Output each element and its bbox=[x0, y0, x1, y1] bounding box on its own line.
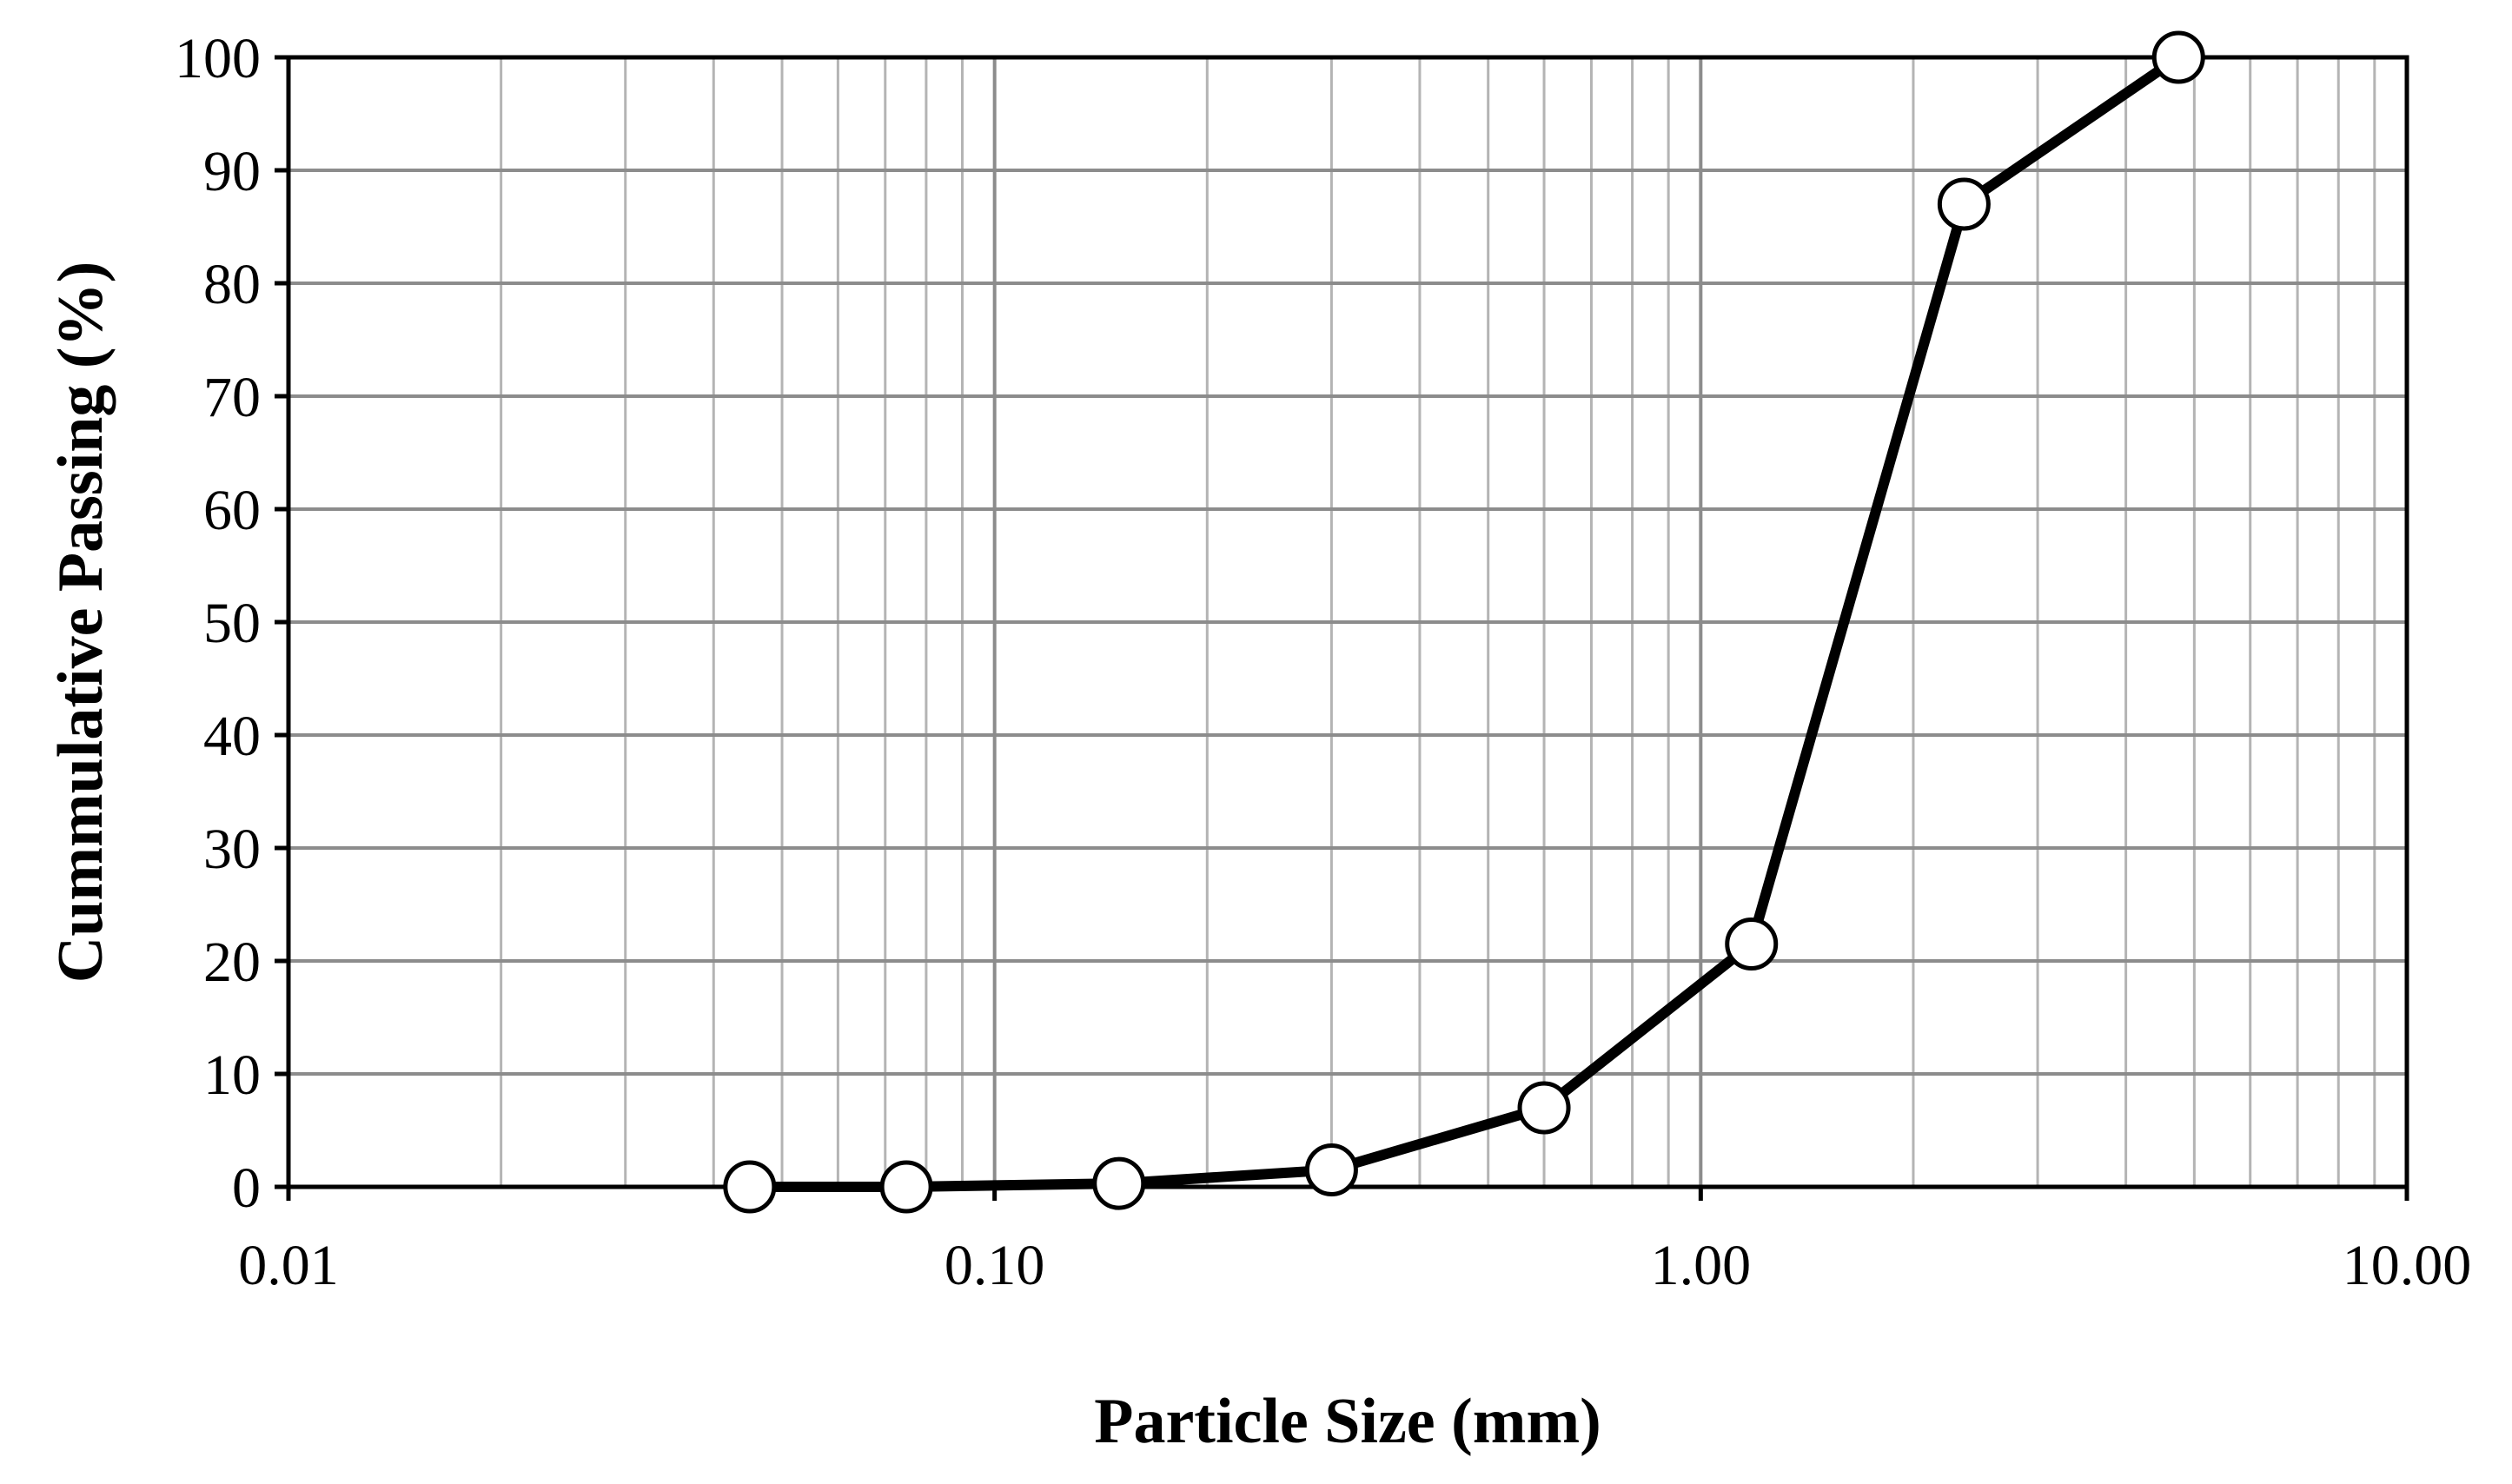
x-axis-ticks: 0.01 0.10 1.00 10.00 bbox=[238, 1187, 2471, 1297]
data-point bbox=[1092, 1156, 1146, 1210]
data-point bbox=[1517, 1081, 1571, 1135]
y-tick-label: 10 bbox=[203, 1043, 261, 1107]
data-point bbox=[879, 1160, 933, 1214]
gridlines-y bbox=[288, 169, 2407, 1076]
y-tick-label: 20 bbox=[203, 931, 261, 994]
data-point bbox=[1937, 177, 1991, 231]
y-axis-ticks: 0 10 20 30 40 50 60 70 80 90 100 bbox=[175, 27, 288, 1220]
y-tick-label: 30 bbox=[203, 818, 261, 881]
data-point bbox=[1304, 1143, 1358, 1196]
y-tick-label: 80 bbox=[203, 253, 261, 316]
y-tick-label: 60 bbox=[203, 479, 261, 542]
series-line bbox=[749, 53, 2182, 1192]
x-axis-title: Particle Size (mm) bbox=[1094, 1386, 1601, 1457]
y-tick-label: 90 bbox=[203, 140, 261, 203]
data-point bbox=[723, 1160, 777, 1214]
series-points bbox=[723, 30, 2205, 1214]
data-point bbox=[1725, 918, 1779, 971]
x-tick-label: 0.01 bbox=[238, 1234, 339, 1297]
y-tick-label: 0 bbox=[232, 1156, 261, 1220]
y-tick-label: 70 bbox=[203, 366, 261, 429]
x-tick-label: 1.00 bbox=[1651, 1234, 1752, 1297]
x-tick-label: 0.10 bbox=[944, 1234, 1045, 1297]
y-tick-label: 40 bbox=[203, 705, 261, 768]
series-lines bbox=[749, 53, 2182, 1192]
y-tick-label: 100 bbox=[175, 27, 261, 90]
y-axis-title: Cummulative Passing (%) bbox=[45, 262, 116, 983]
y-tick-label: 50 bbox=[203, 592, 261, 655]
x-tick-label: 10.00 bbox=[2343, 1234, 2472, 1297]
data-point bbox=[2151, 30, 2205, 84]
